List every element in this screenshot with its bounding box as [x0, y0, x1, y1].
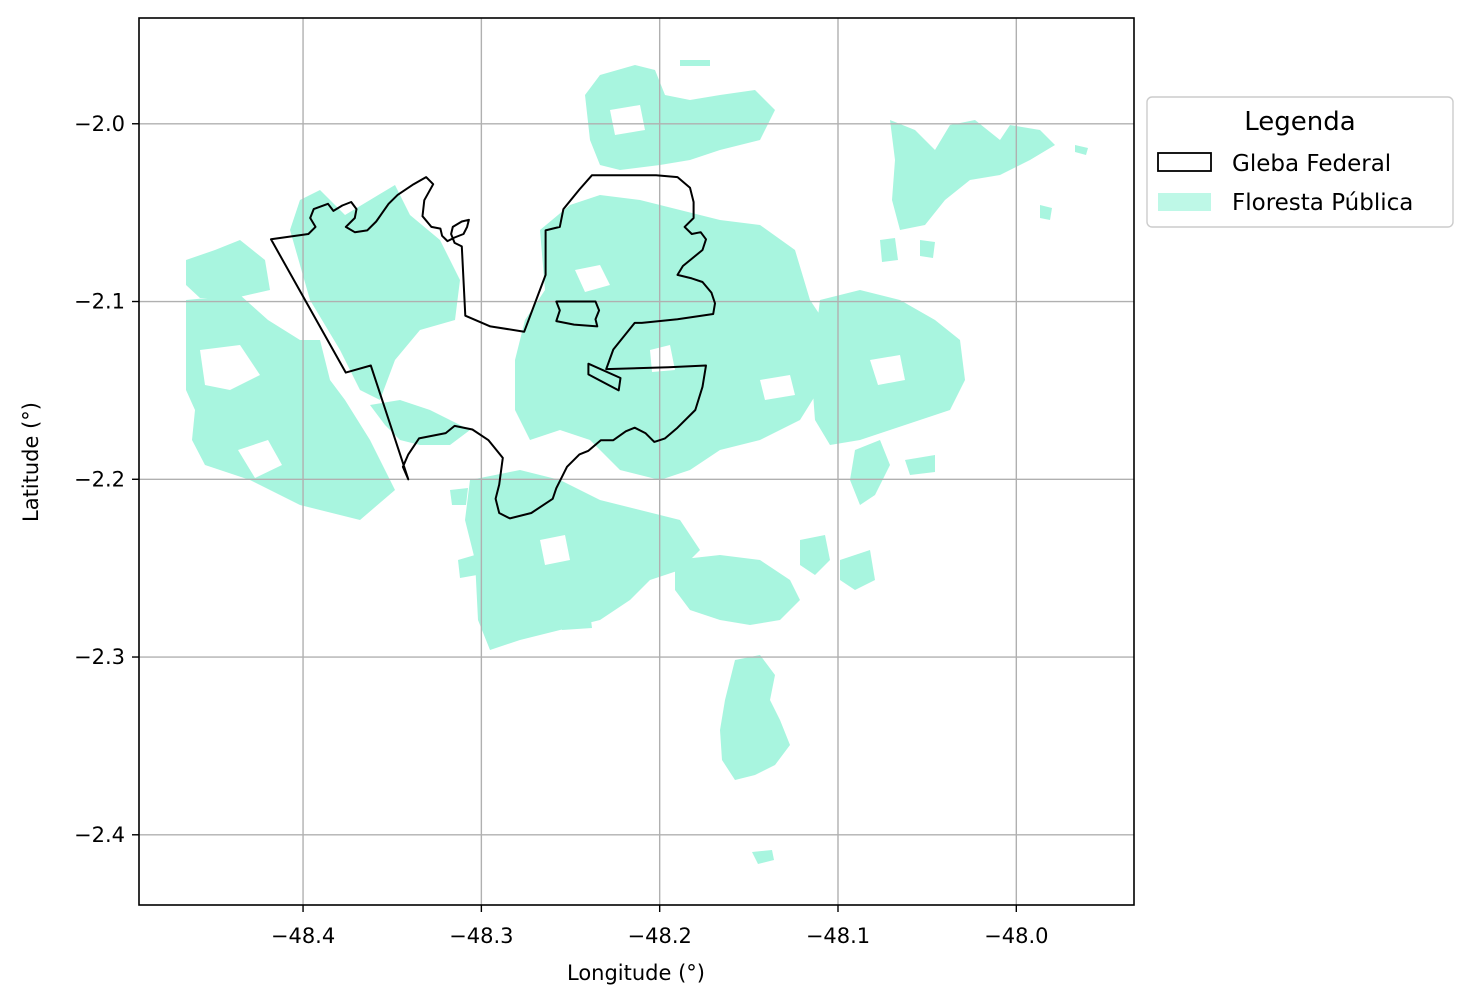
legend-label-forest: Floresta Pública	[1232, 190, 1413, 216]
x-tick-label: −48.1	[806, 924, 870, 948]
clearing-8	[610, 105, 645, 135]
x-tick-label: −48.4	[271, 924, 335, 948]
plot-area	[138, 17, 1135, 906]
legend-swatch-gleba	[1157, 152, 1212, 172]
forest-patch-east-mid	[905, 455, 935, 475]
legend: Legenda Gleba Federal Floresta Pública	[1146, 96, 1454, 228]
clearing-1	[238, 440, 282, 478]
forest-patch-small-7	[458, 555, 477, 578]
forest-patch-small-9	[560, 612, 592, 630]
y-tick-label: −2.1	[74, 290, 125, 314]
axes-frame	[138, 17, 1135, 906]
forest-patch-small-4	[1075, 145, 1088, 155]
x-tick-label: −48.3	[449, 924, 513, 948]
y-tick-label: −2.2	[74, 467, 125, 491]
forest-patch-northeast	[890, 120, 1055, 230]
forest-patch-small-8	[640, 538, 660, 560]
x-tick-label: −48.2	[628, 924, 692, 948]
legend-frame	[1146, 96, 1454, 228]
forest-patch-central-north	[585, 65, 775, 170]
forest-patch-small-1	[680, 60, 710, 66]
x-axis-title: Longitude (°)	[567, 961, 705, 985]
axis-ticks: −48.4 −48.3 −48.2 −48.1 −48.0 −2.0 −2.1 −2.2 −2.…	[74, 112, 1048, 948]
forest-patch-northwest	[290, 185, 460, 400]
forest-patch-east-south	[850, 440, 890, 505]
clearing-7	[540, 535, 570, 565]
y-tick-label: −2.3	[74, 645, 125, 669]
forest-patch-south-tip	[752, 850, 774, 864]
forest-patch-small-5	[920, 240, 935, 258]
forest-patch-south-arm	[720, 655, 790, 780]
forest-patch-west-north	[186, 240, 270, 298]
y-tick-label: −2.0	[74, 112, 125, 136]
legend-title: Legenda	[1244, 107, 1355, 137]
gleba-federal-inner-polygon	[555, 300, 601, 328]
clearing-2	[200, 345, 260, 390]
clearing-6	[870, 355, 905, 385]
legend-label-gleba: Gleba Federal	[1232, 151, 1391, 177]
forest-patch-small-3	[1040, 205, 1052, 220]
y-tick-label: −2.4	[74, 823, 125, 847]
forest-patch-southeast-small	[800, 535, 830, 575]
gleba-federal-layer	[270, 174, 716, 520]
forest-clearings	[200, 105, 905, 565]
y-axis-title: Latitude (°)	[19, 402, 43, 522]
forest-patch-south-east	[675, 555, 800, 625]
clearing-5	[760, 375, 795, 400]
forest-patch-southeast-small-2	[840, 550, 875, 590]
gleba-federal-inner-polygon	[587, 362, 622, 392]
x-tick-label: −48.0	[984, 924, 1048, 948]
gleba-federal-outline	[270, 174, 716, 520]
clearing-4	[650, 345, 675, 372]
forest-patch-small-2	[880, 238, 898, 262]
forest-patch-small-6	[450, 488, 468, 505]
legend-swatch-forest	[1158, 193, 1211, 211]
clearing-3	[575, 265, 610, 292]
